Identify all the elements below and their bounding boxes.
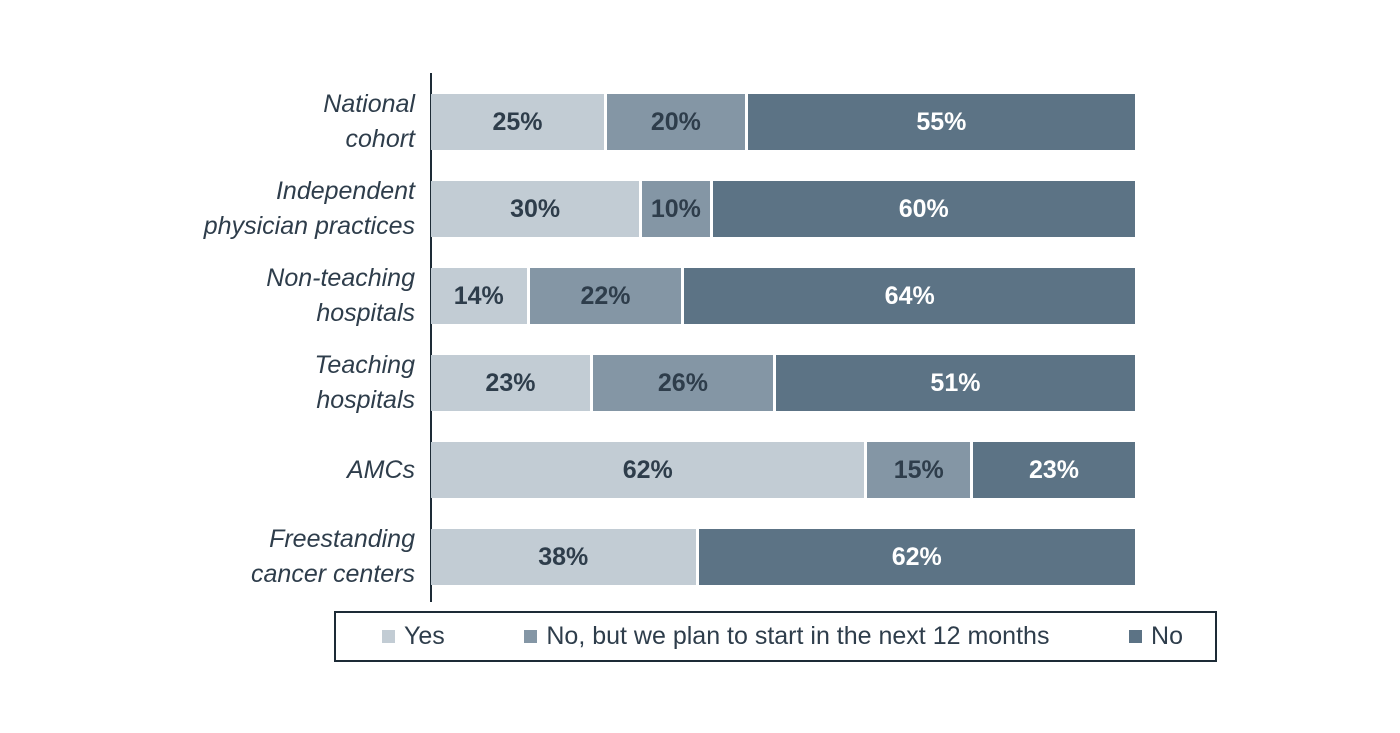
bar-segment: 10%: [642, 181, 713, 237]
bar-segment: 26%: [592, 355, 776, 411]
segment-value-label: 38%: [538, 542, 589, 571]
segment-value-label: 55%: [916, 107, 967, 136]
segment-value-label: 14%: [453, 281, 504, 310]
legend-swatch-no-plan-icon: [524, 630, 538, 643]
segment-value-label: 64%: [884, 281, 935, 310]
chart-row: AMCs 62% 15% 23%: [0, 442, 1400, 498]
chart-row: Non-teaching hospitals 14% 22% 64%: [0, 264, 1400, 327]
segment-value-label: 23%: [485, 368, 536, 397]
y-axis-line: [430, 73, 432, 602]
category-label-line: Teaching: [314, 351, 415, 379]
legend: Yes No, but we plan to start in the next…: [334, 611, 1217, 662]
category-label-line: AMCs: [346, 455, 415, 484]
legend-label-yes: Yes: [404, 622, 445, 650]
category-label-line: cancer centers: [251, 560, 415, 588]
chart-row: National cohort 25% 20% 55%: [0, 90, 1400, 153]
legend-label-no: No: [1151, 622, 1183, 650]
category-label-line: cohort: [345, 125, 415, 153]
category-label: Freestanding cancer centers: [0, 525, 415, 588]
stacked-bar: 14% 22% 64%: [431, 268, 1135, 324]
segment-value-label: 20%: [650, 107, 701, 136]
bar-segment: 51%: [775, 355, 1135, 411]
category-label: Teaching hospitals: [0, 351, 415, 414]
category-label: Independent physician practices: [0, 177, 415, 240]
segment-value-label: 10%: [650, 194, 701, 223]
segment-value-label: 23%: [1028, 455, 1080, 484]
bar-segment: 38%: [431, 529, 699, 585]
category-label: AMCs: [0, 442, 415, 498]
legend-item-yes: Yes: [382, 622, 445, 651]
segment-value-label: 30%: [510, 194, 561, 223]
legend-item-no-plan: No, but we plan to start in the next 12 …: [524, 622, 1049, 651]
bar-segment: 23%: [973, 442, 1135, 498]
chart-row: Freestanding cancer centers 38% 62%: [0, 525, 1400, 588]
bar-segment: 64%: [684, 268, 1135, 324]
bar-segment: 23%: [431, 355, 593, 411]
segment-value-label: 62%: [891, 542, 942, 571]
category-label-line: Freestanding: [269, 525, 415, 553]
segment-value-label: 15%: [893, 455, 944, 484]
category-label-line: Non-teaching: [266, 264, 415, 292]
stacked-bar: 30% 10% 60%: [431, 181, 1135, 237]
segment-value-label: 26%: [657, 368, 708, 397]
category-label-line: Independent: [275, 177, 415, 205]
category-label: Non-teaching hospitals: [0, 264, 415, 327]
category-label-line: hospitals: [316, 299, 415, 327]
bar-segment: 22%: [529, 268, 685, 324]
category-label-line: National: [323, 90, 415, 118]
category-label-line: hospitals: [316, 386, 415, 414]
category-label: National cohort: [0, 90, 415, 153]
legend-swatch-no-icon: [1129, 630, 1143, 643]
bar-segment: 25%: [431, 94, 607, 150]
segment-value-label: 22%: [580, 281, 631, 310]
segment-value-label: 51%: [930, 368, 981, 397]
bar-segment: 62%: [431, 442, 868, 498]
legend-item-no: No: [1129, 622, 1183, 651]
stacked-bar: 23% 26% 51%: [431, 355, 1135, 411]
segment-value-label: 25%: [492, 107, 543, 136]
bar-segment: 14%: [431, 268, 530, 324]
bar-segment: 20%: [607, 94, 748, 150]
segment-value-label: 62%: [622, 455, 673, 484]
segment-value-label: 60%: [898, 194, 949, 223]
chart-row: Teaching hospitals 23% 26% 51%: [0, 351, 1400, 414]
stacked-bar: 38% 62%: [431, 529, 1135, 585]
legend-swatch-yes-icon: [382, 630, 395, 643]
bar-segment: 15%: [867, 442, 974, 498]
bar-segment: 60%: [712, 181, 1135, 237]
stacked-bar: 62% 15% 23%: [431, 442, 1135, 498]
bar-segment: 30%: [431, 181, 643, 237]
category-label-line: physician practices: [203, 212, 415, 240]
chart-row: Independent physician practices 30% 10% 60%: [0, 177, 1400, 240]
stacked-bar: 25% 20% 55%: [431, 94, 1135, 150]
bar-segment: 62%: [698, 529, 1135, 585]
bar-segment: 55%: [747, 94, 1135, 150]
legend-label-no-plan: No, but we plan to start in the next 12 …: [546, 622, 1050, 650]
